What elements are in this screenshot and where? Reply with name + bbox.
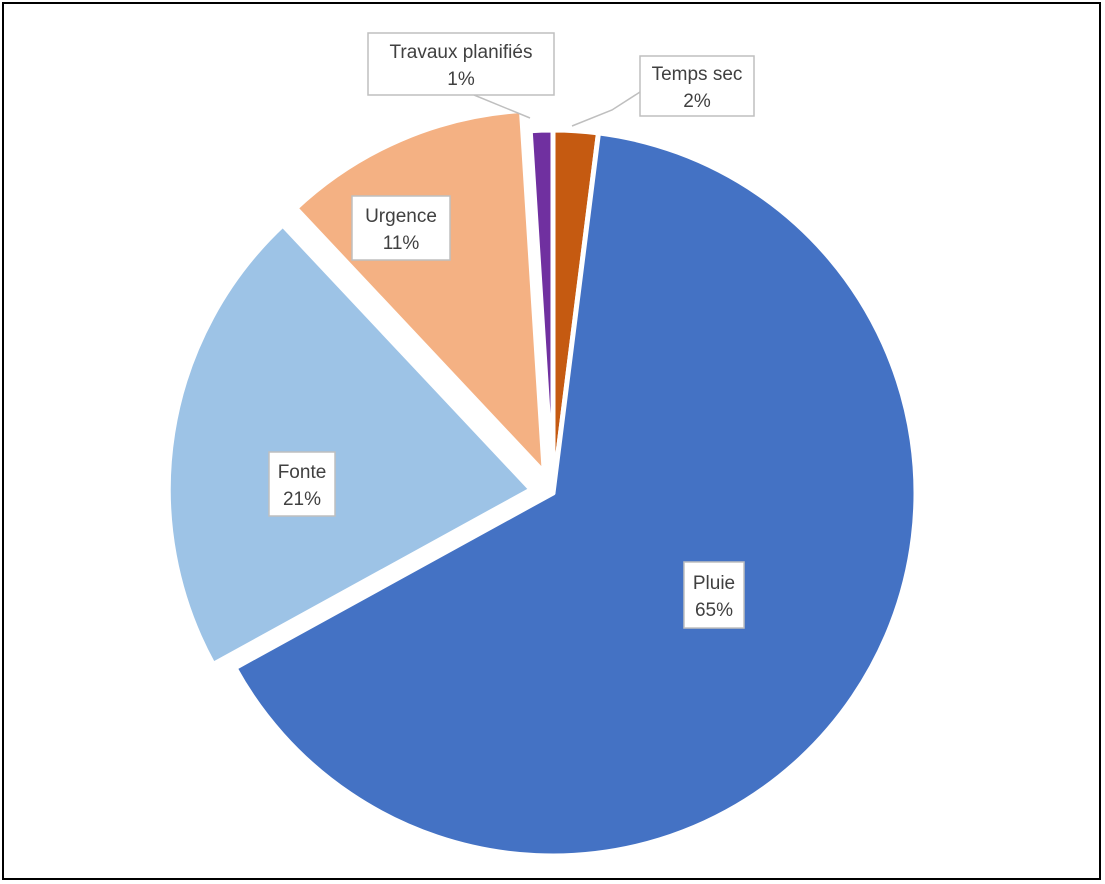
data-label-urgence: Urgence 11% (351, 195, 451, 261)
data-label-percent: 65% (695, 600, 733, 621)
data-label-percent: 21% (283, 489, 321, 510)
data-label-pluie: Pluie 65% (683, 561, 745, 629)
data-labels: Temps sec 2% Pluie 65% Fonte 21% Urgence 11% Tra… (268, 32, 755, 629)
data-label-box (268, 451, 336, 517)
data-label-box (351, 195, 451, 261)
leader-line-travaux-planifies (473, 94, 531, 119)
data-label-temps-sec: Temps sec 2% (639, 55, 755, 117)
data-label-box (639, 55, 755, 117)
data-label-percent: 11% (383, 233, 420, 254)
pie-slice-fonte (165, 222, 534, 667)
data-label-fonte: Fonte 21% (268, 451, 336, 517)
data-label-category: Urgence (365, 206, 437, 227)
data-label-box (367, 32, 555, 96)
data-label-category: Temps sec (652, 64, 743, 85)
leader-lines (473, 91, 641, 127)
pie-slice-pluie (232, 130, 919, 859)
data-label-category: Travaux planifiés (390, 42, 533, 63)
data-label-percent: 2% (683, 91, 711, 112)
data-label-percent: 1% (447, 69, 475, 90)
pie-slice-travaux-planifies (527, 127, 556, 496)
data-label-category: Pluie (693, 573, 735, 594)
data-label-category: Fonte (278, 462, 327, 483)
data-label-travaux-planifies: Travaux planifiés 1% (367, 32, 555, 96)
leader-line-temps-sec (571, 91, 641, 127)
data-label-box (683, 561, 745, 629)
pie-slices (165, 108, 919, 859)
